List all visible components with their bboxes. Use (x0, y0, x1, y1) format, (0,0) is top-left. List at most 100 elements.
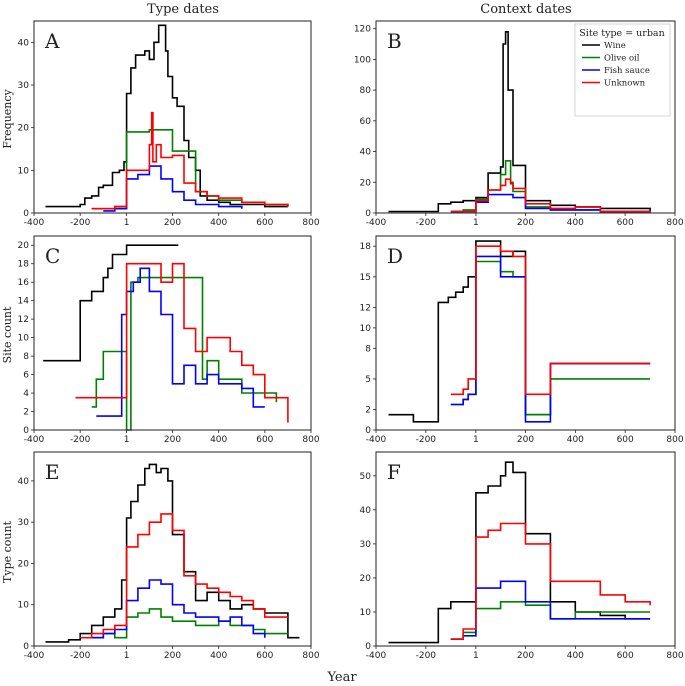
panel-b: -400 -200 1 200 400 600 800 0 20 40 60 80 100 120 B (354, 20, 684, 228)
y-tick-label: 20 (360, 574, 372, 584)
legend: Site type = urban Wine Olive oil Fish sauc… (574, 23, 671, 117)
y-tick-label: 100 (354, 55, 371, 65)
panel-label-d: D (387, 244, 403, 268)
y-tick-label: 40 (360, 506, 372, 516)
series-line-c-wine (43, 244, 179, 362)
x-tick-label: -200 (416, 651, 437, 661)
y-tick-label: 20 (18, 559, 30, 569)
x-tick-label: -200 (416, 218, 437, 228)
series-line-a-fish-sauce (103, 165, 243, 212)
y-tick-label: 12 (360, 303, 371, 313)
x-tick-label: 400 (210, 218, 227, 228)
series-line-e-wine (45, 463, 300, 643)
x-tick-label: 400 (567, 435, 584, 445)
x-tick-label: 200 (517, 435, 534, 445)
series-line-f-wine (388, 461, 651, 644)
x-tick-label: -200 (70, 651, 91, 661)
series-line-e-unknown (80, 513, 288, 639)
y-tick-label: 40 (18, 38, 30, 48)
x-tick-label: -400 (24, 651, 45, 661)
x-tick-label: -200 (70, 435, 91, 445)
panel-label-a: A (44, 29, 60, 53)
y-tick-label: 8 (23, 352, 29, 362)
y-tick-label: 50 (360, 472, 372, 482)
xlabel-year: Year (326, 670, 357, 685)
x-tick-label: 200 (517, 651, 534, 661)
x-tick-label: 400 (567, 651, 584, 661)
x-tick-label: -200 (416, 435, 437, 445)
series-line-b-wine (388, 31, 651, 213)
ylabel-site-count: Site count (1, 306, 14, 363)
y-tick-label: 80 (360, 86, 372, 96)
y-tick-label: 2 (365, 406, 371, 416)
y-tick-label: 0 (23, 209, 29, 219)
x-tick-label: -400 (366, 218, 387, 228)
x-tick-label: 200 (164, 435, 181, 445)
y-tick-label: 40 (360, 148, 372, 158)
y-tick-label: 10 (360, 608, 372, 618)
series-line-c-unknown (75, 262, 289, 423)
series-line-d-wine (388, 240, 651, 423)
y-tick-label: 14 (18, 297, 30, 307)
x-tick-label: 1 (473, 435, 479, 445)
x-tick-label: 800 (666, 218, 683, 228)
panel-a: -400 -200 1 200 400 600 800 0 10 20 30 40 A (18, 20, 320, 228)
x-tick-label: 1 (473, 218, 479, 228)
y-tick-label: 40 (18, 477, 30, 487)
panel-label-e: E (45, 460, 60, 484)
x-tick-label: -400 (24, 435, 45, 445)
x-tick-label: 1 (124, 651, 130, 661)
x-tick-label: 400 (210, 435, 227, 445)
y-tick-label: 4 (23, 389, 29, 399)
panel-c: -400 -200 1 200 400 600 800 0 2 4 6 8 10 12 14 16 18 20 C (18, 235, 320, 445)
x-tick-label: 800 (666, 435, 683, 445)
y-tick-label: 15 (360, 273, 371, 283)
y-tick-label: 10 (18, 166, 30, 176)
panel-label-b: B (387, 29, 402, 53)
col-title-type-dates: Type dates (147, 2, 219, 17)
series-line-d-unknown (450, 245, 651, 396)
panel-label-f: F (387, 460, 401, 484)
y-tick-label: 0 (23, 426, 29, 436)
x-tick-label: 1 (124, 218, 130, 228)
ylabel-frequency: Frequency (1, 88, 14, 148)
x-tick-label: 800 (302, 651, 319, 661)
x-tick-label: 400 (567, 218, 584, 228)
x-tick-label: 1 (124, 435, 130, 445)
legend-label-wine: Wine (604, 41, 626, 51)
panel-d: -400 -200 1 200 400 600 800 0 2 5 8 10 12 15 18 D (360, 235, 684, 445)
y-tick-label: 18 (18, 260, 30, 270)
y-tick-label: 120 (354, 25, 371, 35)
x-tick-label: 400 (210, 651, 227, 661)
x-tick-label: -400 (366, 651, 387, 661)
x-tick-label: 600 (617, 651, 634, 661)
x-tick-label: 600 (256, 651, 273, 661)
y-tick-label: 30 (18, 518, 30, 528)
y-tick-label: 0 (23, 642, 29, 652)
col-title-context-dates: Context dates (480, 2, 571, 17)
legend-label-fish-sauce: Fish sauce (604, 66, 650, 76)
y-tick-label: 16 (18, 278, 30, 288)
x-tick-label: -400 (366, 435, 387, 445)
y-tick-label: 0 (365, 426, 371, 436)
series-line-f-unknown (450, 522, 651, 640)
y-tick-label: 10 (360, 324, 372, 334)
series-line-a-wine (45, 24, 288, 208)
x-tick-label: 1 (473, 651, 479, 661)
series-line-c-fish-sauce (96, 267, 265, 417)
x-tick-label: 800 (302, 218, 319, 228)
y-tick-label: 0 (365, 209, 371, 219)
y-tick-label: 10 (18, 601, 30, 611)
panel-label-c: C (45, 244, 60, 268)
x-tick-label: -400 (24, 218, 45, 228)
x-tick-label: 200 (164, 651, 181, 661)
x-tick-label: 600 (617, 435, 634, 445)
panel-e: -400 -200 1 200 400 600 800 0 10 20 30 40 E (18, 451, 320, 661)
y-tick-label: 12 (18, 315, 29, 325)
series-line-d-fish-sauce (450, 255, 651, 423)
x-tick-label: -200 (70, 218, 91, 228)
y-tick-label: 60 (360, 117, 372, 127)
y-tick-label: 2 (23, 408, 29, 418)
y-tick-label: 20 (18, 241, 30, 251)
